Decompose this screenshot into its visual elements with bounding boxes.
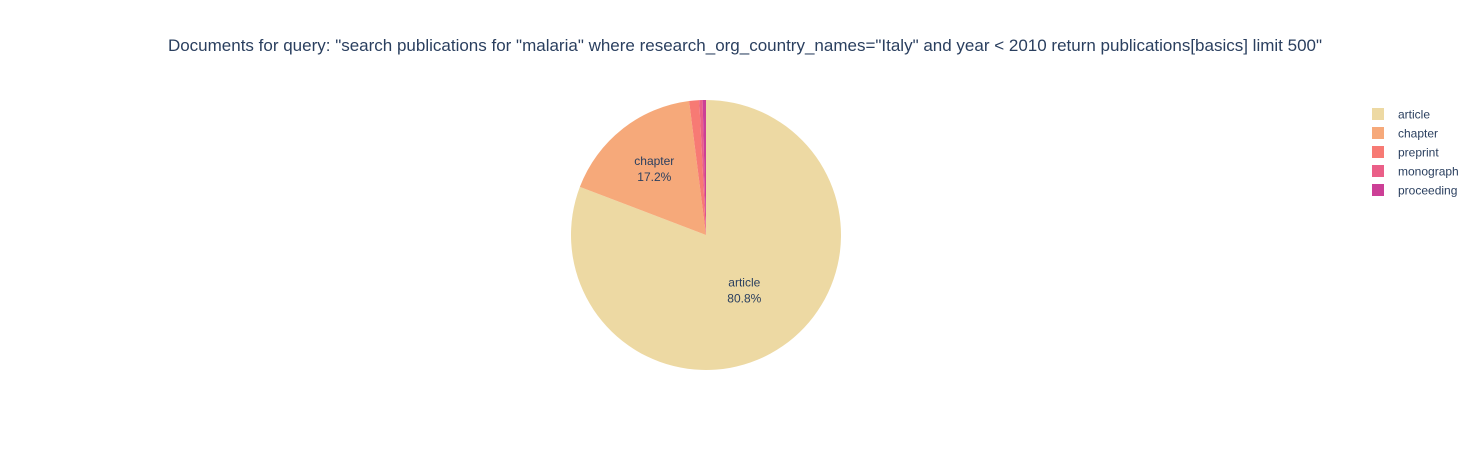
legend-item-monograph[interactable]: monograph <box>1372 165 1459 179</box>
legend-label: proceeding <box>1398 184 1457 198</box>
legend-swatch <box>1372 127 1384 139</box>
legend-item-preprint[interactable]: preprint <box>1372 146 1439 160</box>
slice-label-percent: 17.2% <box>637 170 671 184</box>
legend-label: preprint <box>1398 146 1439 160</box>
slice-label-percent: 80.8% <box>727 292 761 306</box>
legend-swatch <box>1372 146 1384 158</box>
slice-label-name: article <box>728 276 760 290</box>
legend-swatch <box>1372 165 1384 177</box>
pie-slice-labels: article 80.8% chapter 17.2% <box>634 154 761 305</box>
slice-label-article: article 80.8% <box>727 276 761 306</box>
pie-slice-chapter[interactable] <box>579 101 706 235</box>
legend-label: article <box>1398 108 1430 122</box>
pie-slice-monograph[interactable] <box>699 100 706 235</box>
pie-slices <box>571 99 842 370</box>
legend-item-article[interactable]: article <box>1372 108 1430 122</box>
legend-label: monograph <box>1398 165 1459 179</box>
chart-title: Documents for query: "search publication… <box>168 36 1322 55</box>
pie-slice-article[interactable] <box>571 100 842 370</box>
legend-item-proceeding[interactable]: proceeding <box>1372 184 1457 198</box>
legend-label: chapter <box>1398 127 1438 141</box>
slice-label-name: chapter <box>634 154 674 168</box>
legend-swatch <box>1372 108 1384 120</box>
pie-slice-proceeding[interactable] <box>702 99 706 235</box>
legend: article chapter preprint monograph proceedin… <box>1372 108 1459 198</box>
slice-label-chapter: chapter 17.2% <box>634 154 674 184</box>
legend-swatch <box>1372 184 1384 196</box>
pie-slice-preprint[interactable] <box>689 100 706 235</box>
legend-item-chapter[interactable]: chapter <box>1372 127 1438 141</box>
